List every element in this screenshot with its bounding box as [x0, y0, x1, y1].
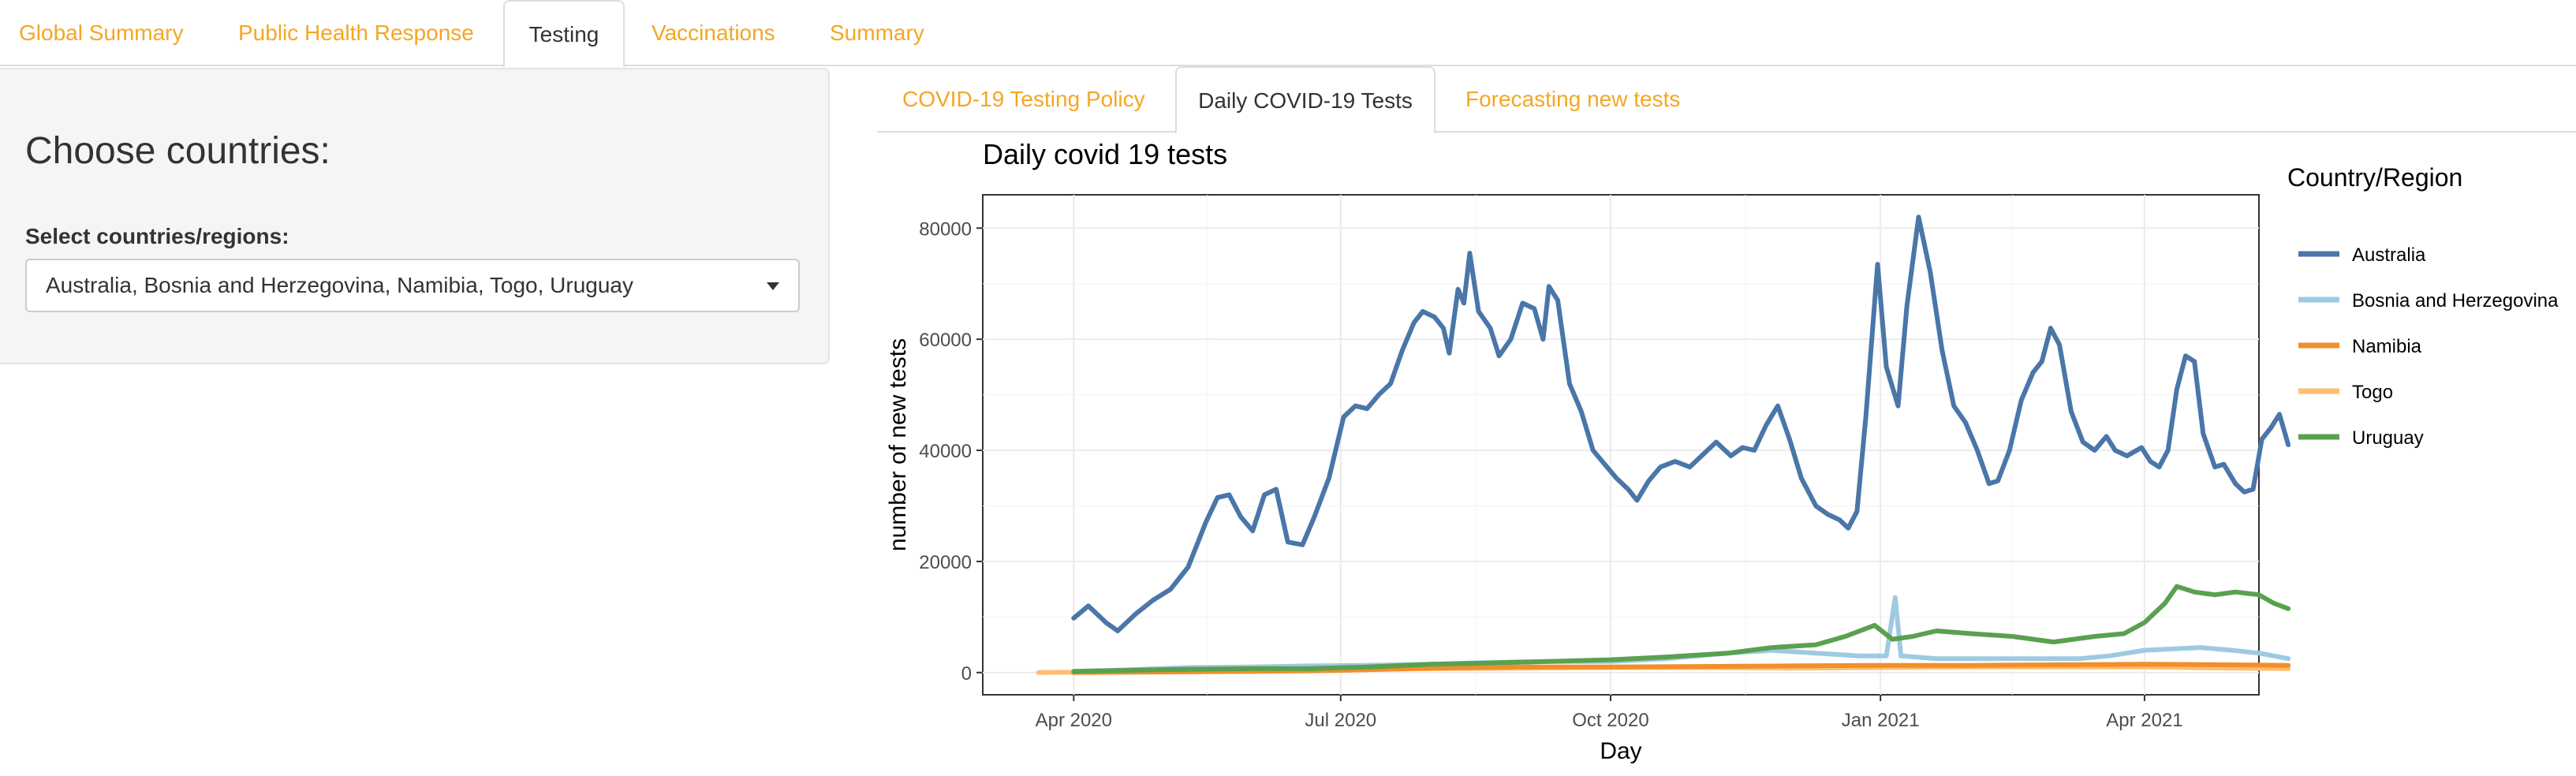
x-tick-label: Apr 2020 — [1036, 710, 1112, 731]
x-axis-title: Day — [1600, 738, 1641, 764]
plot-panel — [982, 194, 2260, 696]
series-line-australia — [1071, 215, 2291, 633]
x-tick-label: Jul 2020 — [1305, 710, 1376, 731]
axes: 0 20000 40000 60000 80000 Apr 2020 Jul 2020 Oct… — [919, 218, 2182, 731]
tab-testing[interactable]: Testing — [503, 0, 625, 68]
subtab-testing-policy[interactable]: COVID-19 Testing Policy — [902, 87, 1145, 111]
main-nav: Global Summary Public Health Response Te… — [0, 0, 2576, 68]
legend-label: Bosnia and Herzegovina — [2352, 290, 2559, 312]
y-tick-label: 20000 — [919, 552, 972, 573]
tab-vaccinations[interactable]: Vaccinations — [651, 21, 775, 45]
legend-label: Uruguay — [2352, 427, 2424, 449]
sidebar-panel: Choose countries: Select countries/regio… — [0, 68, 830, 364]
legend-label: Australia — [2352, 244, 2426, 266]
country-select[interactable]: Australia, Bosnia and Herzegovina, Namib… — [25, 259, 800, 312]
series-line-uruguay — [1071, 584, 2291, 674]
legend-label: Togo — [2352, 382, 2393, 403]
country-select-value: Australia, Bosnia and Herzegovina, Namib… — [46, 273, 634, 297]
select-countries-label: Select countries/regions: — [25, 224, 289, 248]
sub-nav: COVID-19 Testing Policy Daily COVID-19 T… — [877, 66, 2576, 134]
subtab-forecasting[interactable]: Forecasting new tests — [1465, 87, 1681, 111]
tab-summary[interactable]: Summary — [830, 21, 924, 45]
x-tick-label: Oct 2020 — [1572, 710, 1648, 731]
subtab-daily-tests[interactable]: Daily COVID-19 Tests — [1175, 66, 1435, 134]
y-tick-label: 60000 — [919, 330, 972, 351]
series-line-namibia — [1071, 662, 2291, 675]
tab-public-health-response[interactable]: Public Health Response — [238, 21, 474, 45]
y-axis-title: number of new tests — [885, 338, 911, 551]
caret-down-icon — [767, 282, 779, 290]
y-tick-label: 0 — [961, 663, 972, 685]
sidebar-heading: Choose countries: — [25, 130, 330, 172]
y-tick-label: 40000 — [919, 441, 972, 462]
grid-lines — [983, 195, 2259, 695]
series-lines — [1036, 215, 2291, 675]
tab-global-summary[interactable]: Global Summary — [19, 21, 184, 45]
legend-title: Country/Region — [2287, 163, 2462, 192]
legend: Australia Bosnia and Herzegovina Namibia To… — [2298, 244, 2559, 449]
y-tick-label: 80000 — [919, 218, 972, 240]
chart-title: Daily covid 19 tests — [983, 138, 1227, 170]
x-tick-label: Apr 2021 — [2106, 710, 2182, 731]
x-tick-label: Jan 2021 — [1842, 710, 1920, 731]
legend-label: Namibia — [2352, 336, 2422, 357]
